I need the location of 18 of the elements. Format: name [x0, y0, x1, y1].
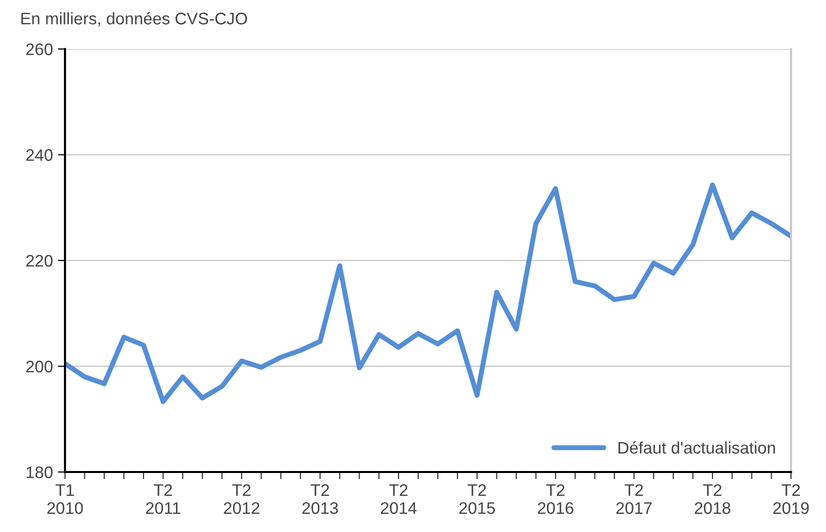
x-tick-label: T2 2018	[694, 484, 730, 514]
x-tick-label: T1 2010	[47, 484, 83, 514]
y-tick-label: 240	[26, 149, 53, 161]
y-tick-label: 220	[26, 254, 53, 267]
y-tick-label: 260	[26, 43, 53, 56]
y-tick-label: 180	[26, 466, 53, 478]
x-tick-label: T2 2015	[459, 484, 495, 514]
x-tick-label: T2 2019	[773, 484, 809, 514]
x-tick-label: T2 2017	[616, 484, 652, 514]
y-tick-label: 200	[26, 360, 53, 372]
legend-label: Défaut d'actualisation	[618, 441, 775, 454]
line-series	[65, 182, 791, 404]
x-tick-label: T2 2014	[380, 484, 417, 514]
x-tick-label: T2 2013	[302, 484, 338, 514]
x-tick-label: T2 2016	[538, 484, 574, 514]
x-tick-label: T2 2011	[146, 484, 180, 514]
x-tick-label: T2 2012	[224, 484, 260, 514]
y-axis-title: En milliers, données CVS-CJO	[21, 12, 248, 26]
